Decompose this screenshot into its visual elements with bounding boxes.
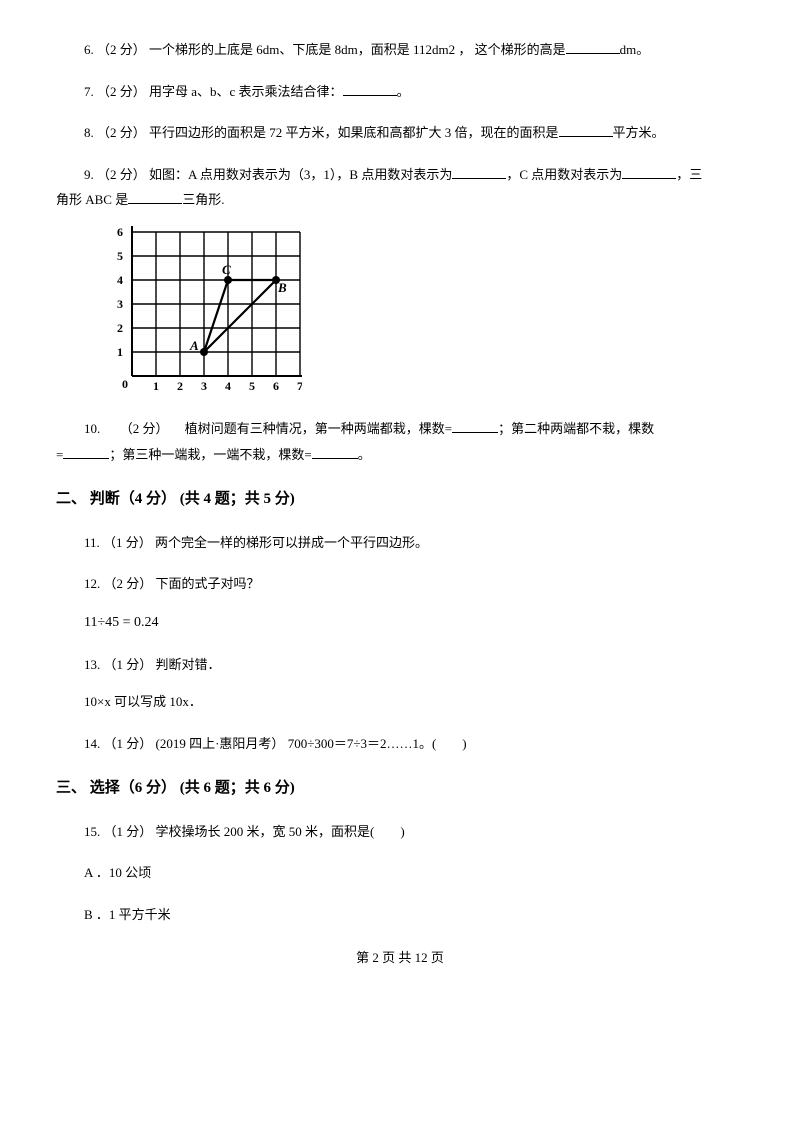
q-points: （2 分） bbox=[97, 42, 146, 57]
q-text: 平方米。 bbox=[613, 125, 665, 140]
svg-text:B: B bbox=[277, 280, 287, 295]
q-num: 13. bbox=[84, 657, 100, 672]
section-2-title: 二、 判断（4 分） (共 4 题；共 5 分) bbox=[56, 488, 744, 511]
q-points: （2 分） bbox=[97, 125, 146, 140]
question-9-cont: 角形 ABC 是 三角形. bbox=[56, 190, 744, 210]
q-text: 判断对错． bbox=[156, 657, 221, 672]
math-expression: 11÷45 = 0.24 bbox=[84, 612, 744, 633]
blank[interactable] bbox=[312, 445, 358, 459]
svg-text:6: 6 bbox=[273, 379, 279, 393]
q-source: (2019 四上·惠阳月考） bbox=[156, 736, 285, 751]
q-num: 15. bbox=[84, 824, 100, 839]
q-num: 8. bbox=[84, 125, 94, 140]
q-text: 。 bbox=[358, 447, 371, 462]
q-points: （2 分） bbox=[120, 421, 169, 436]
svg-text:6: 6 bbox=[117, 226, 123, 239]
question-10: 10. （2 分） 植树问题有三种情况，第一种两端都栽，棵数= ；第二种两端都不栽… bbox=[56, 419, 744, 439]
question-15: 15. （1 分） 学校操场长 200 米，宽 50 米，面积是( ) bbox=[56, 822, 744, 842]
q-points: （1 分） bbox=[104, 657, 153, 672]
q-text: dm。 bbox=[620, 42, 650, 57]
question-7: 7. （2 分） 用字母 a、b、c 表示乘法结合律： 。 bbox=[56, 82, 744, 102]
svg-text:5: 5 bbox=[249, 379, 255, 393]
q-num: 14. bbox=[84, 736, 100, 751]
footer-text: 页 共 bbox=[379, 950, 415, 965]
svg-text:1: 1 bbox=[153, 379, 159, 393]
section-3-title: 三、 选择（6 分） (共 6 题；共 6 分) bbox=[56, 777, 744, 800]
footer-total: 12 bbox=[415, 950, 428, 965]
footer-text: 页 bbox=[428, 950, 444, 965]
question-13: 13. （1 分） 判断对错． bbox=[56, 655, 744, 675]
q-points: （1 分） bbox=[104, 824, 153, 839]
q-text: ；第二种两端都不栽，棵数 bbox=[498, 421, 654, 436]
q-text: 两个完全一样的梯形可以拼成一个平行四边形。 bbox=[155, 535, 428, 550]
q-text: 三角形. bbox=[182, 192, 224, 207]
q-text: 用字母 a、b、c 表示乘法结合律： bbox=[149, 84, 343, 99]
blank[interactable] bbox=[566, 40, 620, 54]
q-text: ，三 bbox=[676, 167, 702, 182]
question-10-cont: = ；第三种一端栽，一端不栽，棵数= 。 bbox=[56, 445, 744, 465]
svg-text:4: 4 bbox=[117, 273, 123, 287]
blank[interactable] bbox=[559, 123, 613, 137]
question-6: 6. （2 分） 一个梯形的上底是 6dm、下底是 8dm，面积是 112dm2… bbox=[56, 40, 744, 60]
svg-text:3: 3 bbox=[117, 297, 123, 311]
q-text: ，C 点用数对表示为 bbox=[506, 167, 622, 182]
q-text: = bbox=[56, 447, 63, 462]
blank[interactable] bbox=[452, 165, 506, 179]
q-num: 7. bbox=[84, 84, 94, 99]
option-b[interactable]: B ．1 平方千米 bbox=[56, 905, 744, 925]
q-text: 植树问题有三种情况，第一种两端都栽，棵数= bbox=[185, 421, 452, 436]
q-text: 平行四边形的面积是 72 平方米，如果底和高都扩大 3 倍，现在的面积是 bbox=[149, 125, 559, 140]
q-num: 10. bbox=[84, 421, 104, 436]
q-text: 700÷300＝7÷3＝2……1。( ) bbox=[288, 736, 467, 751]
q-text: 学校操场长 200 米，宽 50 米，面积是( ) bbox=[156, 824, 405, 839]
q-text: 角形 ABC 是 bbox=[56, 192, 128, 207]
svg-text:3: 3 bbox=[201, 379, 207, 393]
svg-text:2: 2 bbox=[177, 379, 183, 393]
option-a[interactable]: A ．10 公顷 bbox=[56, 863, 744, 883]
svg-text:C: C bbox=[222, 262, 231, 277]
question-8: 8. （2 分） 平行四边形的面积是 72 平方米，如果底和高都扩大 3 倍，现… bbox=[56, 123, 744, 143]
question-13-sub: 10×x 可以写成 10x． bbox=[56, 692, 744, 712]
blank[interactable] bbox=[63, 445, 109, 459]
blank[interactable] bbox=[452, 419, 498, 433]
q-num: 6. bbox=[84, 42, 94, 57]
exam-page: 6. （2 分） 一个梯形的上底是 6dm、下底是 8dm，面积是 112dm2… bbox=[0, 0, 800, 1011]
question-12: 12. （2 分） 下面的式子对吗？ bbox=[56, 574, 744, 594]
q-text: 。 bbox=[397, 84, 410, 99]
svg-text:0: 0 bbox=[122, 377, 128, 391]
svg-text:1: 1 bbox=[117, 345, 123, 359]
q-num: 11. bbox=[84, 535, 100, 550]
q-points: （2 分） bbox=[104, 576, 153, 591]
svg-text:7: 7 bbox=[297, 379, 302, 393]
q-num: 12. bbox=[84, 576, 100, 591]
q-points: （2 分） bbox=[97, 167, 146, 182]
grid-svg: 1 2 3 4 5 6 1 2 3 4 5 6 7 0 A B C bbox=[112, 226, 302, 396]
question-14: 14. （1 分） (2019 四上·惠阳月考） 700÷300＝7÷3＝2……… bbox=[56, 734, 744, 754]
coordinate-grid-figure: 1 2 3 4 5 6 1 2 3 4 5 6 7 0 A B C bbox=[112, 226, 744, 402]
q-text: 下面的式子对吗？ bbox=[156, 576, 260, 591]
blank[interactable] bbox=[622, 165, 676, 179]
question-11: 11. （1 分） 两个完全一样的梯形可以拼成一个平行四边形。 bbox=[56, 533, 744, 553]
svg-text:2: 2 bbox=[117, 321, 123, 335]
q-points: （1 分） bbox=[104, 736, 153, 751]
svg-text:A: A bbox=[189, 338, 199, 353]
svg-text:5: 5 bbox=[117, 249, 123, 263]
q-points: （1 分） bbox=[103, 535, 152, 550]
q-points: （2 分） bbox=[97, 84, 146, 99]
q-text: ；第三种一端栽，一端不栽，棵数= bbox=[109, 447, 311, 462]
blank[interactable] bbox=[128, 190, 182, 204]
blank[interactable] bbox=[343, 82, 397, 96]
question-9: 9. （2 分） 如图：A 点用数对表示为（3，1），B 点用数对表示为 ，C 点… bbox=[56, 165, 744, 185]
q-text: 如图：A 点用数对表示为（3，1），B 点用数对表示为 bbox=[149, 167, 452, 182]
footer-text: 第 bbox=[356, 950, 372, 965]
q-num: 9. bbox=[84, 167, 94, 182]
svg-text:4: 4 bbox=[225, 379, 231, 393]
page-footer: 第 2 页 共 12 页 bbox=[56, 948, 744, 968]
q-text: 一个梯形的上底是 6dm、下底是 8dm，面积是 112dm2 ， 这个梯形的高… bbox=[149, 42, 566, 57]
